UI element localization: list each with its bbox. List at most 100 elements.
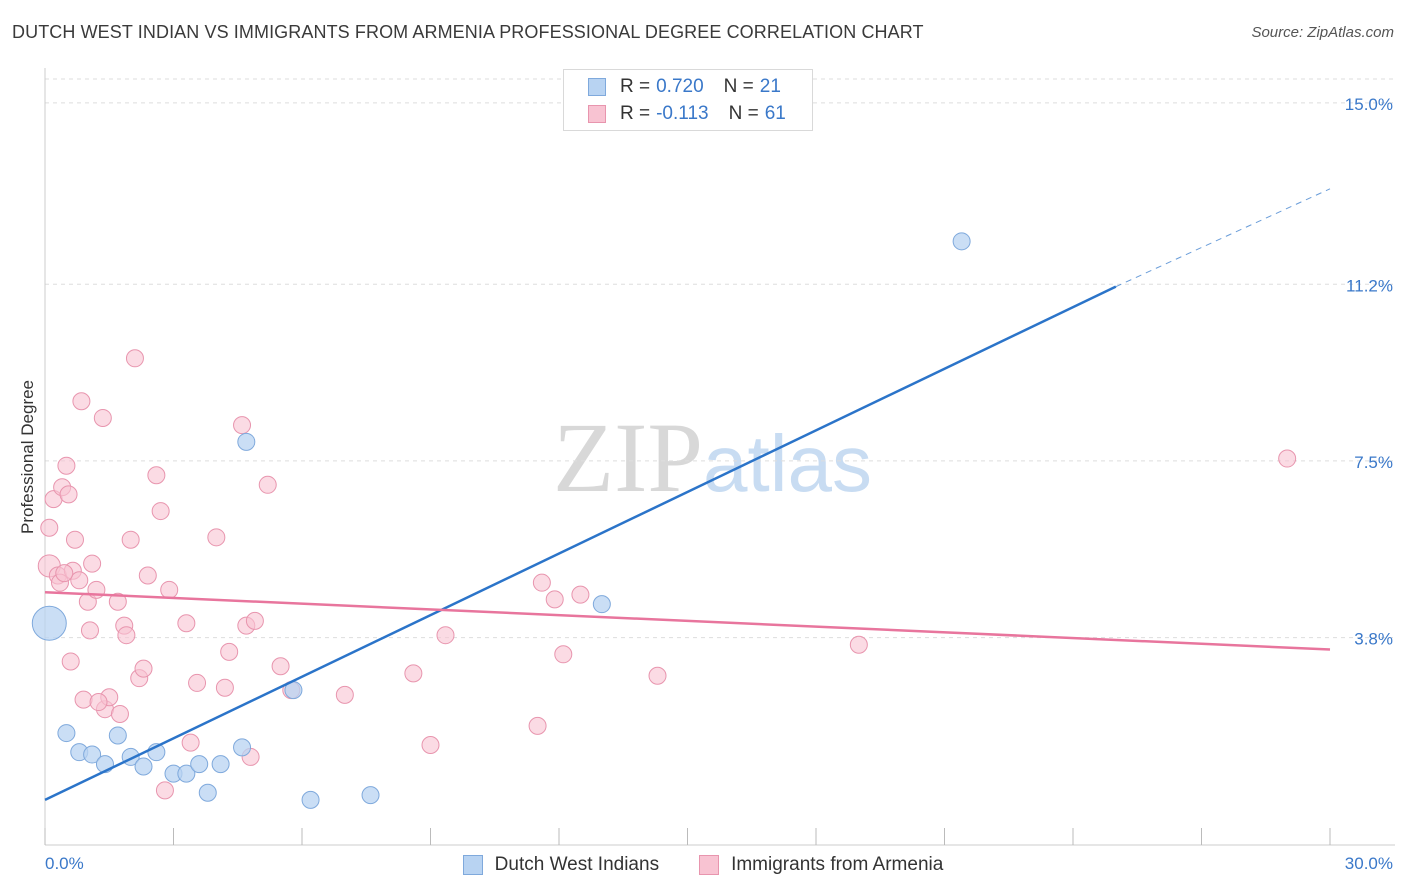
y-tick-label: 15.0%	[1345, 95, 1393, 114]
dutch-west-indian-point	[108, 726, 127, 745]
armenia-point	[121, 530, 140, 549]
trend-lines	[44, 188, 1331, 802]
armenia-point	[151, 502, 170, 521]
armenia-point	[134, 659, 153, 678]
dutch-west-indian-point	[211, 755, 230, 774]
legend-swatch-pink	[699, 855, 720, 875]
r-value: -0.113	[656, 103, 709, 124]
armenia-point	[160, 580, 179, 599]
x-tick-label-min: 0.0%	[45, 854, 84, 873]
y-tick-label: 7.5%	[1354, 453, 1393, 472]
armenia-point	[74, 690, 93, 709]
armenia-point	[335, 685, 354, 704]
dutch-west-indian-point	[177, 764, 196, 783]
dutch-west-indian-trend-line	[44, 285, 1117, 802]
dutch-west-indian-point	[301, 790, 320, 809]
armenia-point	[849, 635, 868, 654]
dutch-west-indian-point	[134, 757, 153, 776]
armenia-point	[57, 456, 76, 475]
armenia-point	[65, 530, 84, 549]
armenia-point	[220, 642, 239, 661]
tick-labels: 3.8% 7.5% 11.2% 15.0% 0.0% 30.0%	[45, 95, 1393, 873]
legend-row-dutch-west-indians: R = 0.720 N = 21	[588, 75, 781, 99]
armenia-point	[648, 666, 667, 685]
armenia-point	[138, 566, 157, 585]
armenia-point	[110, 704, 129, 723]
armenia-point	[258, 475, 277, 494]
armenia-point	[93, 408, 112, 427]
armenia-point	[89, 693, 108, 712]
legend-row-armenia: R = -0.113 N = 61	[588, 102, 786, 126]
dutch-west-indian-point	[83, 745, 102, 764]
axes	[44, 68, 1395, 846]
n-label: N =	[728, 103, 759, 124]
armenia-point	[83, 554, 102, 573]
armenia-point	[117, 626, 136, 645]
armenia-point	[1278, 449, 1297, 468]
armenia-point	[188, 673, 207, 692]
armenia-points	[37, 349, 1297, 800]
armenia-point	[404, 664, 423, 683]
legend-swatch-blue	[462, 855, 483, 875]
dutch-west-indian-point	[198, 783, 217, 802]
dutch-west-indian-point	[57, 724, 76, 743]
armenia-point	[545, 590, 564, 609]
armenia-point	[532, 573, 551, 592]
n-value: 61	[764, 103, 786, 124]
armenia-point	[40, 518, 59, 537]
correlation-legend: R = 0.720 N = 21 R = -0.113 N = 61	[563, 69, 813, 131]
dutch-west-indian-points	[31, 232, 971, 809]
armenia-point	[215, 678, 234, 697]
y-tick-label: 3.8%	[1354, 630, 1393, 649]
dutch-west-indian-point	[190, 755, 209, 774]
dutch-west-indian-trend-extension	[1115, 188, 1331, 288]
legend-label: Dutch West Indians	[494, 854, 660, 875]
armenia-point	[72, 392, 91, 411]
r-label: R =	[620, 76, 651, 97]
armenia-point	[528, 716, 547, 735]
armenia-point	[59, 485, 78, 504]
armenia-point	[271, 657, 290, 676]
dutch-west-indian-point	[31, 605, 67, 641]
armenia-point	[55, 564, 74, 583]
armenia-point	[554, 645, 573, 664]
dutch-west-indian-point	[233, 738, 252, 757]
armenia-point	[207, 528, 226, 547]
armenia-point	[155, 781, 174, 800]
armenia-point	[245, 611, 264, 630]
armenia-point	[125, 349, 144, 368]
armenia-trend-line	[44, 590, 1331, 651]
y-tick-label: 11.2%	[1346, 276, 1393, 295]
series-legend: Dutch West Indians Immigrants from Armen…	[0, 852, 1406, 878]
armenia-point	[181, 733, 200, 752]
legend-item-dutch-west-indians: Dutch West Indians	[462, 854, 660, 876]
armenia-point	[108, 592, 127, 611]
dutch-west-indian-point	[237, 432, 256, 451]
source-label: Source: ZipAtlas.com	[1251, 24, 1394, 41]
armenia-point	[177, 614, 196, 633]
armenia-point	[233, 416, 252, 435]
armenia-point	[61, 652, 80, 671]
legend-swatch-pink	[588, 105, 606, 123]
armenia-point	[70, 571, 89, 590]
armenia-point	[147, 466, 166, 485]
chart-title: DUTCH WEST INDIAN VS IMMIGRANTS FROM ARM…	[12, 22, 924, 42]
r-label: R =	[620, 103, 651, 124]
legend-swatch-blue	[588, 78, 606, 96]
n-label: N =	[723, 76, 754, 97]
grid-lines	[45, 78, 1395, 639]
armenia-point	[421, 736, 440, 754]
dutch-west-indian-point	[592, 595, 611, 614]
n-value: 21	[759, 76, 781, 97]
armenia-point	[80, 621, 99, 640]
armenia-point	[436, 626, 455, 645]
x-tick-label-max: 30.0%	[1345, 854, 1393, 873]
dutch-west-indian-point	[952, 232, 971, 251]
y-axis-label: Professional Degree	[18, 379, 37, 535]
armenia-point	[571, 585, 590, 604]
legend-label: Immigrants from Armenia	[731, 854, 944, 875]
r-value: 0.720	[656, 76, 704, 97]
dutch-west-indian-point	[361, 786, 380, 805]
legend-item-armenia: Immigrants from Armenia	[699, 854, 943, 876]
